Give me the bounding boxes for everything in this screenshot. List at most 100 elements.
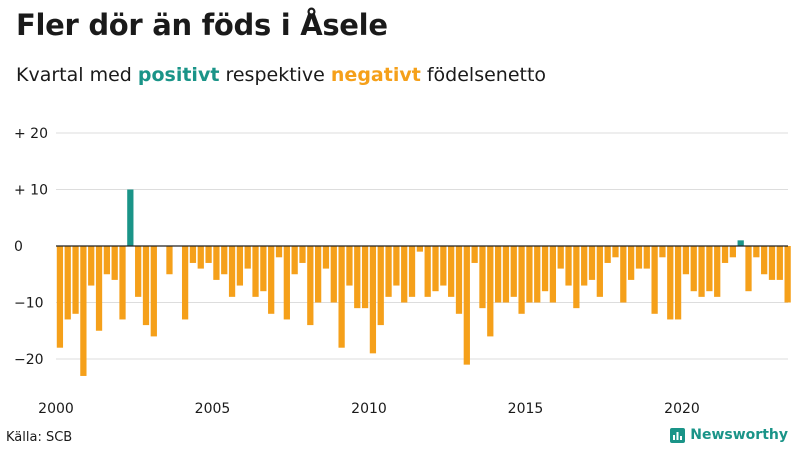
- subtitle-suffix: födelsenetto: [420, 64, 547, 86]
- bar: [142, 246, 150, 326]
- subtitle-negative-label: negativt: [330, 64, 421, 86]
- bar: [604, 246, 611, 263]
- bar: [596, 246, 603, 297]
- bar: [244, 246, 251, 269]
- bar: [135, 246, 142, 297]
- bar: [64, 246, 71, 320]
- bar: [56, 246, 64, 348]
- bar-chart-icon: [670, 427, 686, 443]
- bar: [768, 246, 776, 280]
- bar: [385, 246, 392, 297]
- bar: [714, 246, 721, 297]
- bar: [95, 246, 103, 331]
- bar: [275, 246, 283, 258]
- bar: [416, 246, 423, 252]
- bar: [338, 246, 345, 348]
- y-tick-label: + 20: [14, 126, 48, 142]
- bar: [628, 246, 635, 280]
- bar: [581, 246, 588, 286]
- bar: [487, 246, 494, 337]
- bar: [72, 246, 79, 314]
- bar: [737, 240, 744, 246]
- bar: [346, 246, 353, 286]
- bar: [448, 246, 455, 297]
- chart-subtitle: Kvartal med positivt respektive negativt…: [16, 64, 546, 86]
- bar: [651, 246, 658, 314]
- bar: [228, 246, 236, 297]
- bar: [291, 246, 298, 275]
- bar: [526, 246, 533, 303]
- bar: [565, 246, 572, 286]
- x-tick-label: 2020: [664, 401, 700, 417]
- bar: [588, 246, 596, 280]
- bar: [221, 246, 228, 275]
- bar: [189, 246, 197, 263]
- subtitle-middle: respektive: [219, 64, 331, 86]
- bar: [667, 246, 674, 320]
- y-tick-label: + 10: [14, 183, 48, 199]
- bar: [690, 246, 697, 292]
- bar: [643, 246, 650, 269]
- bar: [260, 246, 267, 292]
- bar: [518, 246, 525, 314]
- bar: [510, 246, 517, 297]
- bar: [205, 246, 212, 263]
- bar: [659, 246, 666, 258]
- bar: [408, 246, 416, 297]
- bar: [440, 246, 447, 286]
- bar: [252, 246, 259, 297]
- x-tick-label: 2000: [38, 401, 74, 417]
- bar: [377, 246, 384, 326]
- x-tick-label: 2010: [351, 401, 387, 417]
- bar: [635, 246, 643, 269]
- x-tick-label: 2005: [195, 401, 231, 417]
- bar: [424, 246, 431, 297]
- bar: [549, 246, 557, 303]
- bar: [573, 246, 580, 309]
- bar: [330, 246, 337, 303]
- bar: [502, 246, 510, 303]
- bar: [557, 246, 564, 269]
- x-tick-label: 2015: [508, 401, 544, 417]
- bar: [620, 246, 627, 303]
- bar: [494, 246, 502, 303]
- y-tick-label: 0: [14, 239, 23, 255]
- bar: [103, 246, 110, 275]
- bar: [80, 246, 87, 376]
- bar: [455, 246, 463, 314]
- bar: [393, 246, 400, 286]
- bar: [682, 246, 690, 275]
- bar: [753, 246, 760, 258]
- bar: [88, 246, 95, 286]
- y-tick-label: −20: [14, 352, 44, 368]
- bar: [721, 246, 729, 263]
- bar: [307, 246, 314, 326]
- bar: [354, 246, 361, 309]
- y-tick-label: −10: [14, 296, 44, 312]
- bar: [166, 246, 173, 275]
- bar: [534, 246, 541, 303]
- bar: [322, 246, 330, 269]
- bar: [127, 189, 134, 246]
- bar: [729, 246, 736, 258]
- bar: [612, 246, 619, 258]
- bar: [745, 246, 752, 292]
- bar: [761, 246, 768, 275]
- bar: [213, 246, 220, 280]
- subtitle-positive-label: positivt: [137, 64, 220, 86]
- bar: [111, 246, 118, 280]
- brand-name: Newsworthy: [690, 427, 788, 443]
- subtitle-prefix: Kvartal med: [16, 64, 138, 86]
- bar: [181, 246, 189, 320]
- bar: [401, 246, 408, 303]
- bar: [119, 246, 126, 320]
- bar: [471, 246, 478, 263]
- bar: [315, 246, 322, 303]
- chart-title: Fler dör än föds i Åsele: [16, 8, 388, 42]
- bar: [299, 246, 306, 263]
- bar: [479, 246, 486, 309]
- bar: [698, 246, 705, 297]
- bar: [268, 246, 275, 314]
- bar: [369, 246, 377, 354]
